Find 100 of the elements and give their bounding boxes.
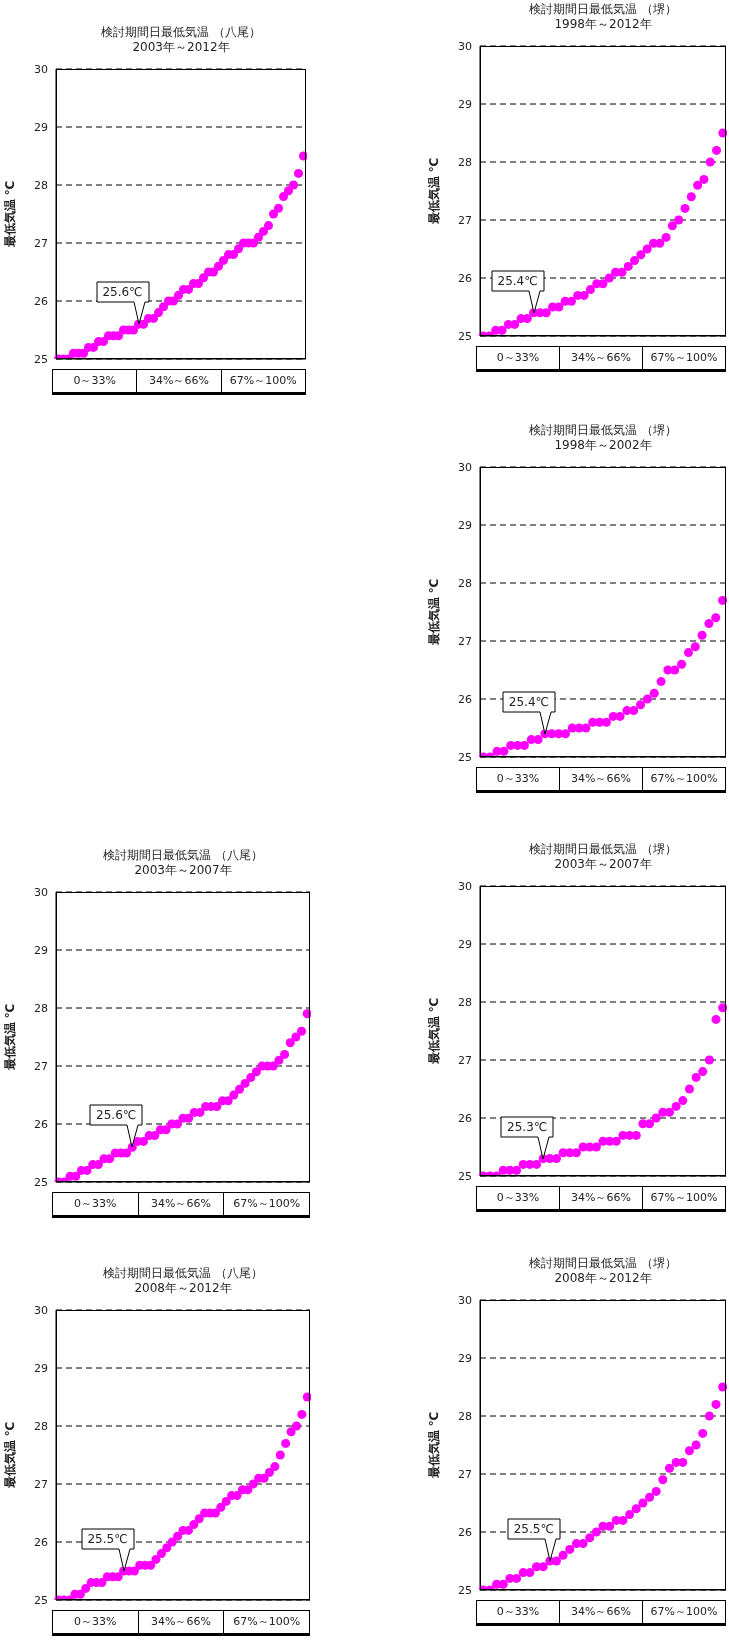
y-tick-label: 30 (458, 39, 472, 53)
y-axis-title: 最低気温 ℃ (1, 1421, 18, 1489)
point (240, 1078, 250, 1088)
point (658, 1475, 668, 1485)
point (711, 1014, 721, 1024)
annotation: 25.6℃ (101, 284, 144, 302)
point (585, 285, 595, 295)
point (158, 302, 169, 312)
y-tick-label: 30 (34, 1303, 48, 1317)
text: 34%～66% (137, 1611, 224, 1633)
point (194, 1514, 204, 1524)
point (690, 642, 700, 652)
point (173, 290, 184, 300)
point (297, 1026, 307, 1036)
point (532, 1159, 542, 1169)
point (146, 1560, 156, 1570)
point (598, 279, 608, 289)
point (554, 302, 564, 312)
point (189, 1520, 199, 1530)
point (651, 1486, 661, 1496)
text: 67%～100% (642, 1187, 725, 1209)
point (81, 1583, 91, 1593)
point (604, 273, 614, 283)
point (216, 1502, 226, 1512)
point (538, 1562, 548, 1572)
point (651, 1113, 661, 1123)
y-axis-title: 最低気温 ℃ (425, 997, 442, 1065)
y-tick-label: 30 (458, 1293, 472, 1307)
text: 67%～100% (220, 370, 305, 392)
point (705, 157, 715, 167)
y-axis-title: 最低気温 ℃ (1, 1003, 18, 1071)
point (712, 145, 722, 155)
point (631, 1504, 641, 1514)
y-tick-label: 30 (458, 879, 472, 893)
y-tick-label: 26 (458, 1111, 472, 1125)
point (699, 174, 709, 184)
y-tick-label: 26 (34, 1117, 48, 1131)
point (264, 1467, 274, 1477)
y-axis-title: 最低気温 ℃ (425, 578, 442, 646)
point (684, 1446, 694, 1456)
chart-subtitle: 1998年～2012年 (553, 17, 653, 32)
y-tick-label: 26 (458, 692, 472, 706)
chart-title: 検討期間日最低気温 （八尾） (102, 1266, 264, 1281)
point (638, 1498, 648, 1508)
point (581, 723, 591, 733)
y-tick-label: 25 (458, 1583, 472, 1597)
point (558, 1550, 568, 1560)
y-tick-label: 30 (34, 885, 48, 899)
y-tick-label: 25 (458, 1169, 472, 1183)
point (649, 688, 659, 698)
annotation: 25.4℃ (496, 272, 539, 290)
point (618, 1515, 628, 1525)
point (678, 1457, 688, 1467)
y-tick-label: 26 (458, 271, 472, 285)
y-tick-label: 25 (458, 750, 472, 764)
chart-title: 検討期間日最低気温 （堺） (528, 423, 678, 438)
chart-title: 検討期間日最低気温 （堺） (528, 2, 678, 17)
point (229, 1090, 239, 1100)
text: 67%～100% (642, 768, 725, 790)
point (680, 203, 690, 213)
point (280, 1049, 290, 1059)
y-tick-label: 27 (458, 634, 472, 648)
point (718, 595, 727, 605)
y-tick-label: 29 (458, 1351, 472, 1365)
point (184, 1113, 194, 1123)
point (711, 613, 721, 623)
chart-title: 検討期間日最低気温 （八尾） (100, 25, 262, 40)
point (153, 308, 164, 318)
point (615, 711, 625, 721)
point (251, 1067, 261, 1077)
y-tick-label: 28 (458, 576, 472, 590)
point (678, 1096, 688, 1106)
annotation: 25.3℃ (506, 1118, 549, 1136)
point (273, 203, 284, 213)
y-tick-label: 30 (458, 460, 472, 474)
point (218, 255, 229, 265)
point (512, 1165, 522, 1175)
point (122, 1148, 132, 1158)
point (565, 1544, 575, 1554)
y-tick-label: 29 (34, 943, 48, 957)
chart-subtitle: 2008年～2012年 (553, 1271, 653, 1286)
text: 34%～66% (559, 768, 642, 790)
chart-subtitle: 2003年～2012年 (131, 40, 231, 55)
point (645, 1119, 655, 1129)
y-tick-label: 28 (34, 1001, 48, 1015)
y-tick-label: 27 (34, 1477, 48, 1491)
point (684, 1084, 694, 1094)
y-tick-label: 27 (34, 1059, 48, 1073)
point (697, 630, 707, 640)
point (151, 1554, 161, 1564)
point (704, 619, 714, 629)
y-tick-label: 29 (458, 937, 472, 951)
y-tick-label: 29 (458, 518, 472, 532)
point (683, 648, 693, 658)
text: 34%～66% (559, 347, 642, 369)
point (246, 1073, 256, 1083)
chart-title: 検討期間日最低気温 （堺） (528, 842, 678, 857)
point (533, 735, 543, 745)
point (677, 659, 687, 669)
point (297, 1409, 307, 1419)
